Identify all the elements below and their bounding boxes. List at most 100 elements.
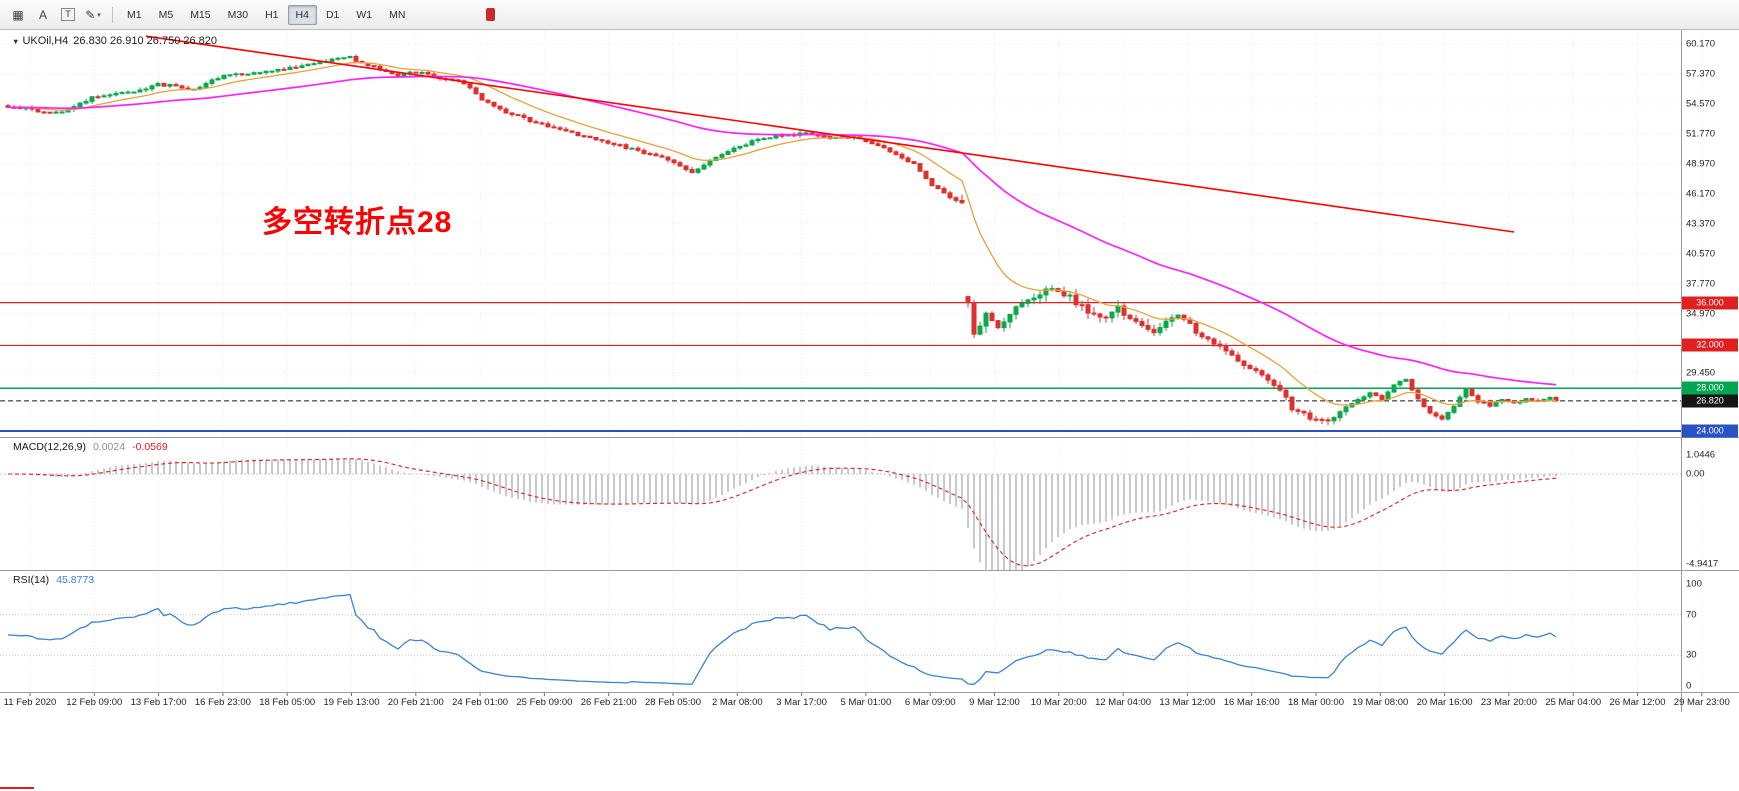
candle-body (407, 71, 413, 75)
timeframe-button-d1[interactable]: D1 (325, 8, 340, 21)
time-axis-separator[interactable] (0, 692, 1739, 693)
candle-body (1019, 302, 1025, 308)
candle-body (467, 83, 473, 89)
candle-body (1433, 412, 1439, 417)
candle-body (263, 70, 269, 74)
candle-body (317, 61, 323, 65)
candle-body (1301, 410, 1307, 414)
candle-body (167, 83, 173, 87)
candle-body (575, 131, 581, 137)
drawing-tool-icon[interactable]: ✎ ▾ (81, 5, 105, 25)
candle-body (1385, 391, 1391, 400)
price-level-tag[interactable]: 28.000 (1682, 381, 1738, 395)
candle-body (833, 136, 839, 140)
drawing-tools-group: ▦ A T ✎ ▾ (6, 5, 106, 25)
rsi-axis-label: 100 (1686, 578, 1702, 590)
candle-body (1265, 374, 1271, 381)
time-axis-label: 18 Feb 05:00 (259, 697, 316, 708)
symbol-ohlc-label[interactable]: ▼ UKOil,H4 26.830 26.910 26.750 26.820 (12, 35, 217, 47)
candle-body (431, 73, 437, 78)
timeframe-button-h4[interactable]: H4 (287, 4, 317, 25)
candle-body (1307, 412, 1313, 420)
timeframe-button-w1[interactable]: W1 (356, 8, 373, 21)
chart-annotation-text[interactable]: 多空转折点28 (262, 206, 453, 239)
rsi-line (7, 593, 1557, 685)
candle-body (233, 73, 239, 76)
candle-body (707, 159, 713, 166)
price-level-tag[interactable]: 24.000 (1682, 424, 1738, 438)
timeframe-toolbar: M1 M5 M15 M30 H1 H4 D1 W1 MN (119, 0, 414, 29)
price-level-tag[interactable]: 36.000 (1682, 296, 1738, 310)
candle-body (491, 101, 497, 107)
candle-body (347, 55, 353, 59)
timeframe-button-m15[interactable]: M15 (190, 8, 211, 21)
candle-body (437, 76, 443, 80)
text-label-tool-icon[interactable]: A (31, 5, 55, 25)
candle-body (119, 92, 125, 95)
price-level-tag[interactable]: 26.820 (1682, 394, 1738, 408)
timeframe-button-m5[interactable]: M5 (158, 8, 174, 21)
price-level-tag[interactable]: 32.000 (1682, 338, 1738, 352)
candle-body (497, 105, 503, 110)
candle-body (209, 79, 215, 84)
candle-body (1397, 380, 1403, 386)
price-axis-border (1681, 30, 1682, 712)
candle-body (1367, 392, 1373, 398)
candle-body (713, 156, 719, 161)
time-axis-label: 2 Mar 08:00 (711, 697, 763, 708)
candle-body (125, 91, 131, 94)
candle-body (257, 72, 263, 75)
candle-body (365, 62, 371, 67)
candle-body (161, 82, 167, 87)
candle-body (239, 73, 245, 76)
candle-body (629, 147, 635, 150)
candle-body (659, 155, 665, 158)
timeframe-button-m30[interactable]: M30 (227, 8, 249, 21)
candle-body (1235, 354, 1241, 362)
symbol-expander-icon[interactable]: ▼ (12, 37, 20, 46)
rsi-axis-label: 0 (1686, 680, 1692, 692)
time-axis-label: 23 Mar 20:00 (1480, 697, 1537, 708)
candle-body (689, 169, 695, 173)
alert-icon[interactable] (486, 8, 495, 21)
candle-body (323, 60, 329, 63)
time-axis-area[interactable] (0, 693, 1739, 713)
macd-axis-label: 1.0446 (1686, 449, 1716, 461)
candle-body (869, 141, 875, 145)
modules-grid-icon[interactable]: ▦ (6, 5, 30, 25)
candle-body (1109, 311, 1115, 319)
candle-body (1517, 401, 1523, 404)
candle-body (905, 157, 911, 163)
price-axis-area[interactable] (1682, 30, 1739, 692)
price-axis-label: 48.970 (1686, 158, 1716, 170)
timeframe-button-mn[interactable]: MN (389, 8, 406, 21)
panel-separator[interactable] (0, 570, 1739, 571)
candle-body (917, 163, 923, 172)
candle-body (383, 69, 389, 72)
candle-body (1199, 332, 1205, 338)
candle-body (1475, 395, 1481, 403)
candle-body (1133, 318, 1139, 322)
candle-body (1289, 396, 1295, 411)
text-box-tool-icon[interactable]: T (56, 5, 80, 25)
timeframe-button-m1[interactable]: M1 (127, 8, 142, 21)
panel-separator[interactable] (0, 437, 1739, 438)
macd-value: 0.0024 (92, 441, 126, 453)
candle-body (1313, 418, 1319, 421)
ma-slow-line (7, 75, 1557, 386)
candle-body (1217, 343, 1223, 347)
candle-body (335, 57, 341, 60)
candle-body (1097, 313, 1103, 318)
candle-body (635, 147, 641, 151)
candle-body (1463, 389, 1469, 398)
candle-body (761, 138, 767, 141)
candle-body (1469, 389, 1475, 397)
candle-body (941, 188, 947, 194)
candle-body (1277, 384, 1283, 391)
time-axis-label: 3 Mar 17:00 (776, 697, 827, 708)
candle-body (137, 89, 143, 93)
timeframe-button-h1[interactable]: H1 (265, 8, 279, 21)
candle-body (113, 92, 119, 96)
